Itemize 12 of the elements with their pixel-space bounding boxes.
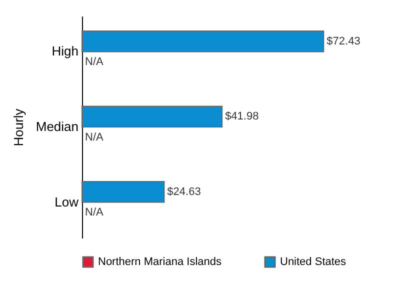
data-label: $41.98 (225, 110, 259, 123)
text: N/A (85, 206, 104, 219)
data-label: $72.43 (326, 35, 360, 48)
y-axis-title: Hourly (10, 108, 26, 146)
data-label: $24.63 (167, 186, 201, 198)
y-tick-label: Low (54, 194, 80, 210)
text: N/A (85, 131, 104, 144)
legend-label: Northern Mariana Islands (98, 256, 222, 268)
legend-label: United States (280, 256, 347, 268)
y-tick-label: Median (36, 119, 78, 134)
text: N/A (85, 56, 104, 68)
y-tick-label: High (52, 44, 78, 59)
